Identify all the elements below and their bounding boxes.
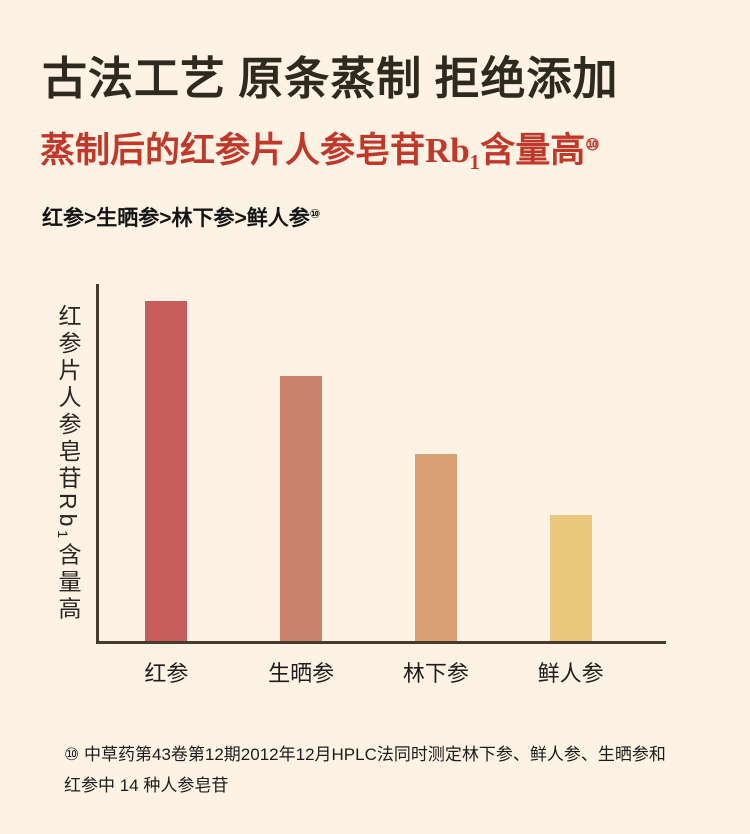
- x-tick-label: 鲜人参: [537, 661, 604, 686]
- bar-生晒参: [280, 375, 323, 641]
- bar-slot: [234, 284, 369, 641]
- plot-area: [96, 284, 666, 644]
- x-axis-labels: 红参 生晒参 林下参 鲜人参: [96, 656, 666, 688]
- x-tick-label: 林下参: [402, 661, 469, 686]
- plot-wrap: 红参 生晒参 林下参 鲜人参: [96, 284, 666, 688]
- bar-slot: [369, 284, 504, 641]
- ranking-line: 红参>生晒参>林下参>鲜人参⑩: [0, 172, 750, 232]
- bar-slot: [99, 284, 234, 641]
- page-title: 古法工艺 原条蒸制 拒绝添加: [42, 54, 619, 104]
- x-tick-label: 生晒参: [268, 661, 335, 686]
- subtitle: 蒸制后的红参片人参皂苷Rb₁含量高⑩: [0, 106, 750, 172]
- ranking-text: 红参>生晒参>林下参>鲜人参: [42, 207, 310, 230]
- bar-红参: [145, 301, 188, 641]
- subtitle-text: 蒸制后的红参片人参皂苷Rb₁含量高: [40, 131, 586, 170]
- footnote-marker: ⑩: [64, 745, 80, 764]
- footnote: ⑩ 中草药第43卷第12期2012年12月HPLC法同时测定林下参、鲜人参、生晒…: [64, 740, 676, 801]
- y-axis-label: 红参片人参皂苷Rb₁含量高: [55, 304, 81, 624]
- footnote-text: 中草药第43卷第12期2012年12月HPLC法同时测定林下参、鲜人参、生晒参和…: [64, 745, 666, 795]
- bar-chart: 红参片人参皂苷Rb₁含量高 红参 生晒参 林下参 鲜人参: [0, 284, 750, 688]
- bar-slot: [503, 284, 638, 641]
- x-tick-label: 红参: [144, 661, 189, 686]
- bar-林下参: [414, 454, 457, 641]
- bar-鲜人参: [549, 515, 592, 641]
- ranking-footnote-marker: ⑩: [309, 207, 321, 222]
- subtitle-footnote-marker: ⑩: [585, 137, 600, 155]
